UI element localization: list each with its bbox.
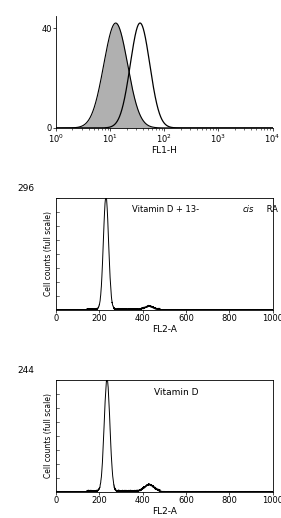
Text: 296: 296 — [17, 184, 34, 193]
Y-axis label: Cell counts (full scale): Cell counts (full scale) — [44, 211, 53, 296]
Text: cis: cis — [242, 206, 254, 214]
Text: RA: RA — [264, 206, 278, 214]
X-axis label: FL1-H: FL1-H — [151, 146, 177, 155]
Text: 244: 244 — [17, 366, 34, 375]
X-axis label: FL2-A: FL2-A — [152, 507, 177, 515]
Text: Vitamin D + 13-: Vitamin D + 13- — [132, 206, 199, 214]
Text: Vitamin D: Vitamin D — [153, 387, 198, 397]
X-axis label: FL2-A: FL2-A — [152, 325, 177, 334]
Y-axis label: Cell counts (full scale): Cell counts (full scale) — [44, 393, 53, 479]
